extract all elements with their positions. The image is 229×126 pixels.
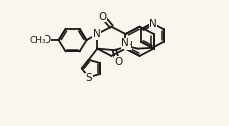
Text: O: O: [114, 57, 123, 67]
Text: S: S: [85, 73, 92, 83]
Text: O: O: [42, 35, 50, 45]
Text: N: N: [121, 38, 128, 48]
Text: H: H: [124, 41, 131, 50]
Text: CH₃: CH₃: [29, 36, 46, 45]
Text: N: N: [92, 29, 100, 39]
Text: O: O: [98, 12, 106, 22]
Text: N: N: [149, 19, 156, 29]
